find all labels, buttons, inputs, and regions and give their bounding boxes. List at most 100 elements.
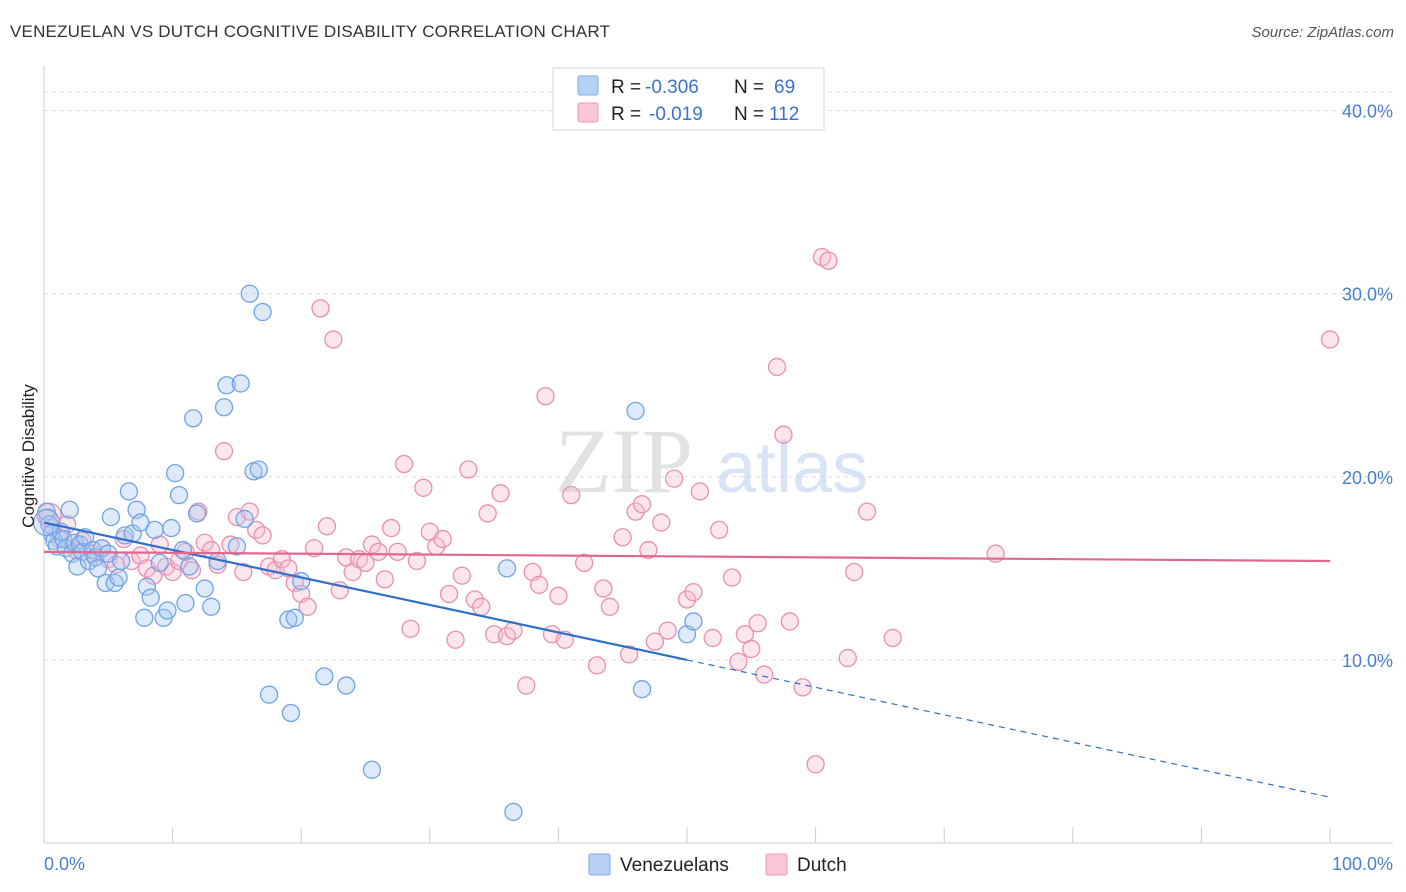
series-legend-swatch-venezuelans [588,853,611,876]
point-dutch [677,590,697,609]
point-dutch [234,562,253,582]
point-dutch [632,495,652,514]
point-venezuelans [626,401,645,421]
point-dutch [529,575,549,594]
point-dutch [195,533,214,552]
point-dutch [253,526,272,545]
point-dutch [317,517,337,536]
point-dutch [446,630,465,649]
y-tick-label: 20.0% [1342,468,1393,488]
point-dutch [382,518,401,538]
point-dutch [452,566,472,585]
point-dutch [388,542,407,562]
series-legend-label-venezuelans: Venezuelans [620,855,729,876]
x-tick-labels: 0.0% 100.0% [44,854,1393,874]
point-dutch [793,678,812,697]
point-venezuelans [83,540,103,560]
point-venezuelans [684,612,703,631]
point-venezuelans [281,703,301,723]
y-axis-title: Cognitive Disability [19,384,38,528]
point-venezuelans [131,513,150,532]
point-dutch [459,460,478,479]
point-dutch [163,562,182,582]
point-dutch [214,442,234,461]
point-dutch [394,454,414,474]
point-venezuelans [187,504,207,523]
point-venezuelans [259,685,279,704]
point-dutch [362,535,382,554]
point-venezuelans [227,537,247,556]
point-dutch [819,251,838,270]
y-tick-labels: 10.0% 20.0% 30.0% 40.0% [1342,102,1393,671]
y-tick-label: 30.0% [1342,285,1393,305]
point-dutch [613,528,632,547]
point-dutch [562,485,581,505]
point-dutch [369,542,388,562]
point-dutch [845,562,864,582]
point-dutch [729,652,748,671]
legend-swatch-dutch [577,102,599,123]
point-venezuelans [253,302,272,322]
point-venezuelans [632,680,652,699]
legend-swatch-venezuelans [577,75,599,96]
trend-lines [43,521,1331,798]
point-dutch [690,482,710,501]
point-dutch [517,676,536,695]
point-dutch [478,504,497,523]
point-venezuelans [240,284,259,303]
point-venezuelans [141,588,160,607]
point-venezuelans [135,608,154,627]
point-dutch [439,584,459,604]
point-venezuelans [162,518,181,538]
point-venezuelans [214,398,234,417]
point-dutch [742,639,761,659]
point-venezuelans [112,551,131,571]
point-venezuelans [150,553,169,573]
point-dutch [767,357,787,377]
point-venezuelans [315,667,334,686]
legend-r-label-dutch: R = [611,104,641,125]
point-dutch [465,590,484,609]
point-venezuelans [166,463,185,483]
point-venezuelans [362,760,382,779]
y-tick-label: 40.0% [1342,102,1393,122]
point-venezuelans [180,557,199,576]
point-dutch [652,513,671,532]
point-dutch [664,469,684,488]
point-venezuelans [176,593,195,613]
point-dutch [774,425,793,444]
legend-n-value-dutch: 112 [769,104,799,125]
source-label: Source: ZipAtlas.com [1251,24,1394,41]
point-dutch [594,579,613,598]
point-dutch [433,529,452,549]
point-venezuelans [47,537,67,556]
series-legend-label-dutch: Dutch [797,855,847,876]
point-dutch [407,551,427,571]
point-dutch [600,597,619,616]
point-dutch [883,628,902,648]
points-dutch [36,247,1340,774]
point-dutch [806,755,825,774]
point-dutch [684,583,703,602]
axes-layer [43,66,1393,844]
point-venezuelans [195,579,214,598]
point-venezuelans [158,601,177,620]
point-dutch [298,597,317,616]
point-dutch [658,621,677,640]
point-dutch [626,502,645,521]
series-legend: Venezuelans Dutch [588,853,847,876]
y-tick-label: 10.0% [1342,651,1393,671]
watermark-zip: ZIP [555,410,693,512]
point-dutch [304,539,324,558]
point-dutch [536,387,555,406]
trend-line-venezuelans [43,521,688,661]
point-dutch [639,540,658,560]
legend-n-label-dutch: N = [734,104,764,125]
points-venezuelans [32,284,703,822]
legend-r-value-venezuelans: -0.306 [645,77,699,98]
point-venezuelans [119,482,139,501]
point-dutch [1320,330,1340,349]
point-dutch [414,478,433,497]
point-dutch [755,665,774,684]
point-dutch [549,586,568,605]
